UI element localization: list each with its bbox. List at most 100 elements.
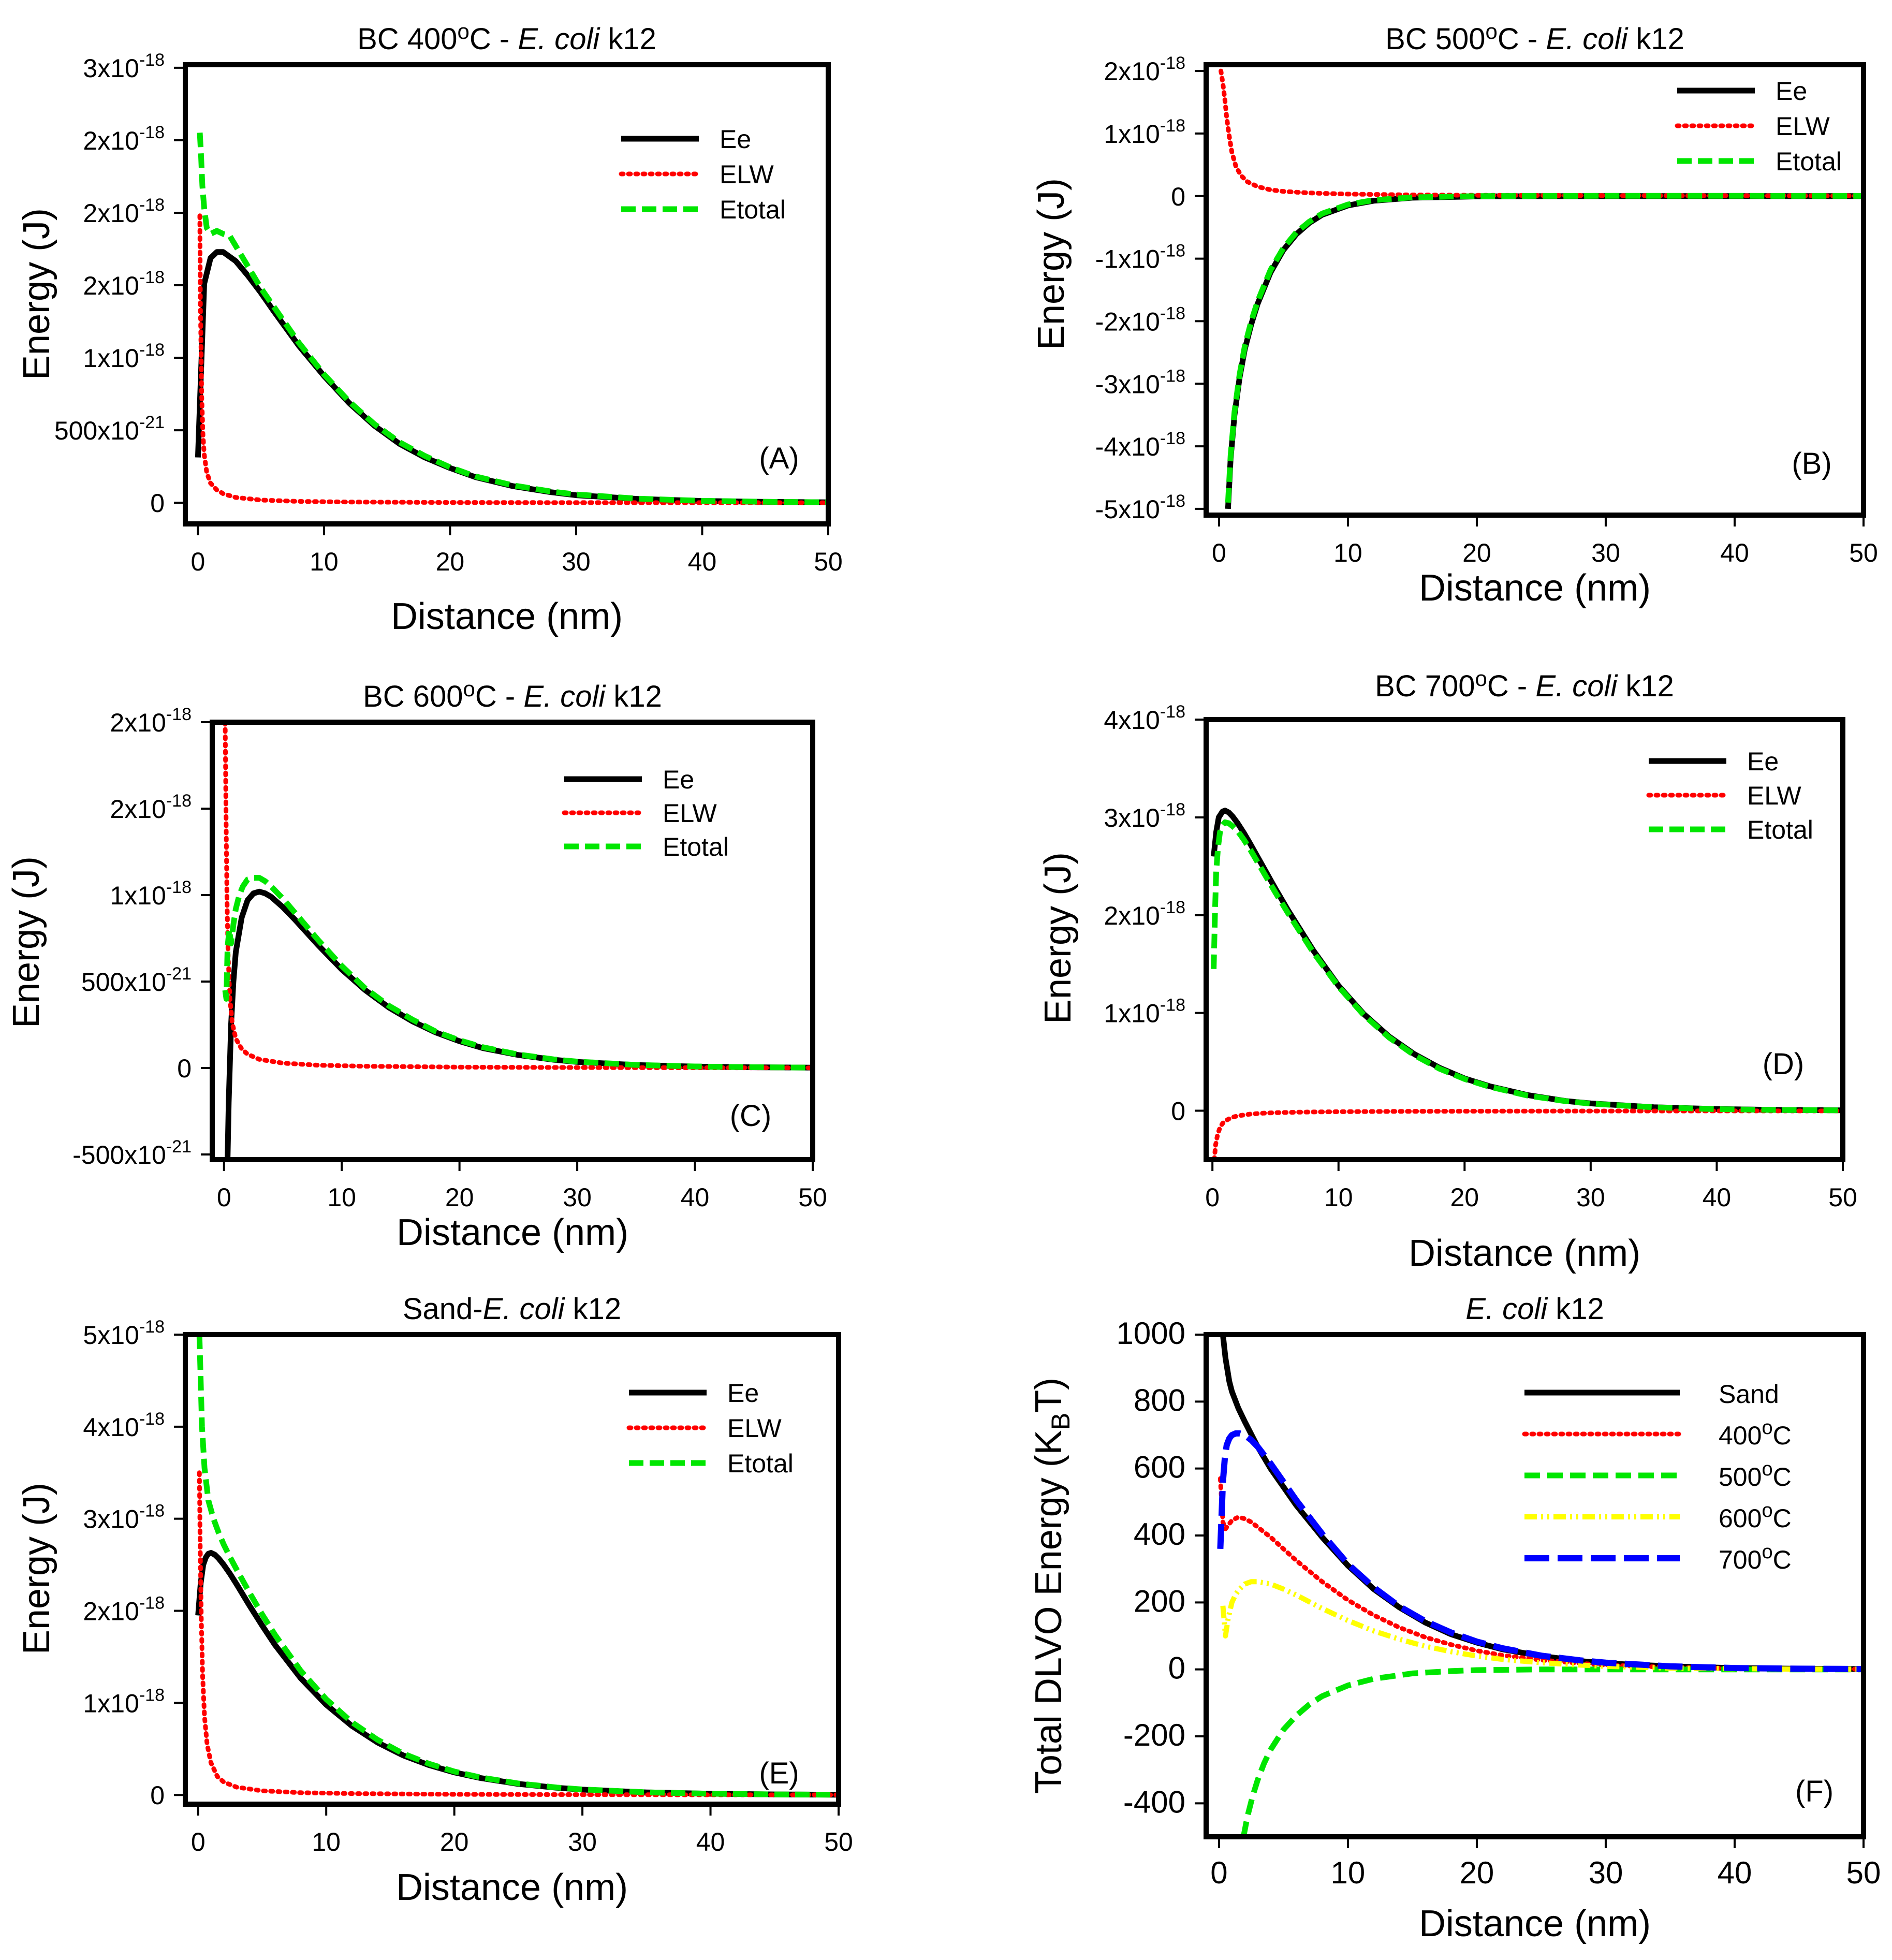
x-tick-label: 50: [1828, 1183, 1857, 1212]
y-tick-base: -500x10: [72, 1140, 166, 1169]
x-tick-label: 0: [1212, 538, 1226, 567]
legend: Ee ELW Etotal: [1675, 77, 1842, 176]
y-tick-label: 1x10-18: [1104, 996, 1185, 1028]
y-tick-label: 0: [1171, 182, 1185, 211]
x-tick-label: 50: [1846, 1855, 1881, 1890]
y-tick-label: 400: [1134, 1517, 1185, 1552]
y-tick-base: 0: [177, 1054, 192, 1083]
x-tick-label: 0: [217, 1183, 231, 1212]
y-tick-label: -1x10-18: [1095, 241, 1185, 274]
y-tick-label: 2x10-18: [1104, 898, 1185, 930]
x-tick-label: 30: [1576, 1183, 1605, 1212]
title-prefix: Sand-: [403, 1292, 483, 1326]
y-tick-base: 1x10: [1104, 999, 1160, 1028]
y-tick-base: 0: [150, 489, 165, 518]
y-tick-base: -5x10: [1095, 495, 1160, 524]
y-axis-label: Energy (J): [6, 856, 47, 1028]
chart-title: BC 500oC - E. coli k12: [1385, 19, 1684, 56]
x-tick-label: 20: [440, 1827, 469, 1856]
y-tick-base: 2x10: [1104, 57, 1160, 86]
x-axis-label: Distance (nm): [391, 596, 623, 637]
x-tick-label: 40: [696, 1827, 725, 1856]
y-tick-exponent: -18: [166, 705, 192, 724]
title-prefix: BC 600: [363, 680, 463, 713]
y-tick-base: 2x10: [110, 795, 166, 824]
y-axis-label: Energy (J): [16, 208, 57, 380]
y-tick-base: 0: [1171, 182, 1185, 211]
legend: Ee ELW Etotal: [1646, 747, 1813, 844]
title-middle: C -: [470, 22, 518, 56]
y-label-main: Total DLVO Energy (K: [1028, 1430, 1069, 1794]
title-degree: o: [463, 677, 475, 701]
series-etotal-line: [197, 132, 828, 505]
legend-label-ee: Ee: [663, 765, 694, 794]
title-species: E. coli: [523, 680, 606, 713]
title-strain: k12: [599, 22, 656, 56]
y-tick-base: 400: [1134, 1517, 1185, 1552]
y-tick-label: 4x10-18: [83, 1409, 165, 1442]
legend-label-etotal: Etotal: [663, 832, 729, 861]
legend-label-elw: ELW: [663, 799, 717, 828]
legend-label-elw: ELW: [720, 160, 774, 189]
y-tick-label: 2x10-18: [110, 791, 192, 824]
title-middle: C -: [1487, 669, 1535, 703]
x-axis-label: Distance (nm): [1419, 1903, 1651, 1944]
x-tick-label: 0: [1205, 1183, 1220, 1212]
title-prefix: BC 400: [357, 22, 457, 56]
x-tick-label: 10: [310, 547, 339, 576]
title-prefix: BC 500: [1385, 22, 1485, 56]
x-tick-label: 30: [1591, 538, 1620, 567]
plot-frame: [210, 720, 815, 1162]
y-tick-exponent: -18: [1160, 366, 1185, 386]
x-tick-label: 30: [562, 547, 591, 576]
x-tick-label: 10: [312, 1827, 341, 1856]
x-tick-label: 40: [1718, 1855, 1752, 1890]
y-tick-label: -4x10-18: [1095, 429, 1185, 461]
panel-c: 0 10 20 30 40 50-500x10-210500x10-211x10-182x…: [6, 677, 827, 1253]
y-tick-label: 2x10-18: [83, 268, 165, 300]
y-tick-base: -2x10: [1095, 307, 1160, 336]
y-tick-base: 500x10: [81, 968, 166, 997]
y-tick-base: 2x10: [83, 1597, 139, 1626]
legend-label-ee: Ee: [720, 125, 751, 154]
legend-label-elw: ELW: [1747, 781, 1801, 810]
series-t600-line: [1220, 1579, 1864, 1672]
legend-label-t600: 600oC: [1719, 1500, 1792, 1533]
y-tick-exponent: -18: [1160, 702, 1185, 722]
x-tick-label: 50: [798, 1183, 827, 1212]
x-axis-label: Distance (nm): [1419, 567, 1651, 609]
y-tick-exponent: -18: [1160, 800, 1185, 820]
y-tick-base: -3x10: [1095, 370, 1160, 399]
y-tick-base: 4x10: [1104, 706, 1160, 735]
legend-label-t400: 400oC: [1719, 1417, 1792, 1450]
x-tick-label: 0: [191, 1827, 206, 1856]
title-degree: o: [458, 19, 470, 43]
legend-degree: o: [1762, 1541, 1772, 1563]
y-tick-label: 2x10-18: [83, 123, 165, 155]
legend-degree: o: [1762, 1458, 1772, 1480]
y-tick-label: 1000: [1117, 1316, 1185, 1351]
panel-label: (C): [730, 1099, 772, 1133]
y-tick-exponent: -18: [1160, 116, 1185, 136]
y-tick-label: 4x10-18: [1104, 702, 1185, 735]
y-tick-exponent: -18: [1160, 429, 1185, 448]
title-degree: o: [1486, 19, 1498, 43]
y-tick-exponent: -18: [139, 195, 165, 215]
y-tick-base: -4x10: [1095, 432, 1160, 461]
series-group: [222, 722, 813, 1160]
y-axis-label: Total DLVO Energy (KBT): [1028, 1378, 1075, 1794]
legend-text: 400: [1719, 1421, 1762, 1450]
y-tick-label: 800: [1134, 1383, 1185, 1417]
x-tick-label: 10: [1333, 538, 1362, 567]
chart-title: Sand-E. coli k12: [403, 1292, 621, 1326]
series-elw-line: [197, 213, 828, 505]
y-axis-label: Energy (J): [1031, 178, 1072, 350]
y-tick-label: 1x10-18: [83, 1685, 165, 1718]
legend-text: 500: [1719, 1462, 1762, 1491]
y-tick-label: 500x10-21: [81, 964, 192, 997]
title-strain: k12: [1627, 22, 1684, 56]
legend-label-t700: 700oC: [1719, 1541, 1792, 1574]
panel-d: 0 10 20 30 40 5001x10-182x10-183x10-184x10-18…: [1037, 666, 1857, 1274]
chart-title: BC 700oC - E. coli k12: [1375, 666, 1674, 703]
legend-label-ee: Ee: [1776, 77, 1807, 106]
